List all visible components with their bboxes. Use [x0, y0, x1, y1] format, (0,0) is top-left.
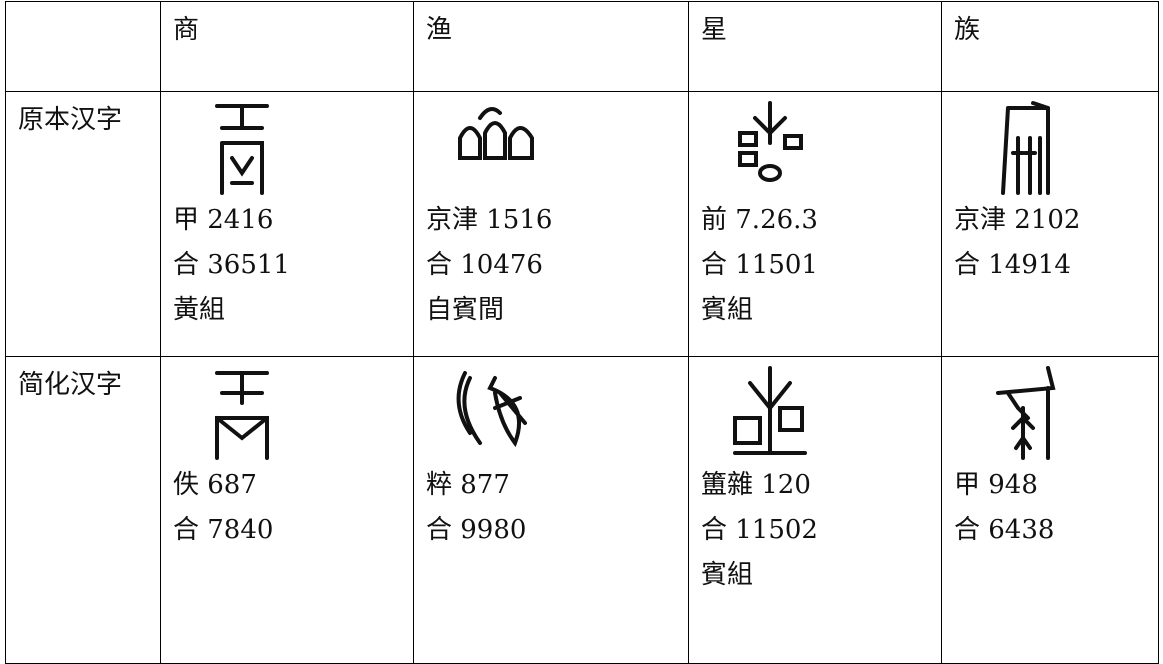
- source-line: 賓組: [701, 295, 754, 325]
- oracle-glyph: [1001, 101, 1050, 195]
- oracle-glyph: [738, 101, 803, 182]
- cell: 佚 687 合 7840: [160, 356, 414, 664]
- cell: 甲 2416 合 36511 黃組: [160, 91, 414, 357]
- oracle-glyph: [458, 107, 534, 160]
- source-line: 合 11502: [701, 515, 818, 545]
- column-header: 渔: [413, 1, 689, 92]
- table-row: 简化汉字佚 687 合 7840 粹 877 合 9980 簠雜 120 合 11502 賓…: [5, 356, 1159, 664]
- source-line: 合 10476: [426, 250, 543, 280]
- cell: 簠雜 120 合 11502 賓組: [688, 356, 942, 664]
- source-line: 簠雜 120: [701, 470, 811, 500]
- column-header: 族: [941, 1, 1159, 92]
- source-line: 賓組: [701, 560, 754, 590]
- cell: 前 7.26.3 合 11501 賓組: [688, 91, 942, 357]
- source-line: 黃組: [173, 295, 226, 325]
- source-line: 前 7.26.3: [701, 205, 818, 235]
- cell: 京津 1516 合 10476 自賓間: [413, 91, 689, 357]
- corner-cell: [5, 1, 161, 92]
- cell: 粹 877 合 9980: [413, 356, 689, 664]
- source-line: 自賓間: [426, 295, 505, 325]
- oracle-glyph: [215, 371, 269, 460]
- oracle-glyph: [456, 371, 527, 448]
- source-line: 京津 2102: [954, 205, 1081, 235]
- oracle-glyph: [996, 366, 1056, 460]
- source-line: 合 6438: [954, 515, 1055, 545]
- source-line: 合 14914: [954, 250, 1071, 280]
- column-header: 星: [688, 1, 942, 92]
- cell: 京津 2102 合 14914: [941, 91, 1159, 357]
- source-line: 甲 2416: [173, 205, 274, 235]
- source-line: 粹 877: [426, 470, 510, 500]
- source-line: 合 7840: [173, 515, 274, 545]
- row-label: 原本汉字: [5, 91, 161, 357]
- row-label: 简化汉字: [5, 356, 161, 664]
- source-line: 合 9980: [426, 515, 527, 545]
- cell: 甲 948 合 6438: [941, 356, 1159, 664]
- header-row: 商渔星族: [5, 1, 1159, 92]
- source-line: 合 11501: [701, 250, 818, 280]
- oracle-glyph: [215, 104, 269, 195]
- oracle-glyph: [733, 366, 807, 455]
- column-header: 商: [160, 1, 414, 92]
- source-line: 甲 948: [954, 470, 1038, 500]
- source-line: 佚 687: [173, 470, 257, 500]
- source-line: 合 36511: [173, 250, 290, 280]
- oracle-table: 商渔星族原本汉字甲 2416 合 36511 黃組 京津 1516 合 10476 自賓間…: [5, 1, 1159, 664]
- table-row: 原本汉字甲 2416 合 36511 黃組 京津 1516 合 10476 自賓間 前 7.…: [5, 91, 1159, 357]
- source-line: 京津 1516: [426, 205, 553, 235]
